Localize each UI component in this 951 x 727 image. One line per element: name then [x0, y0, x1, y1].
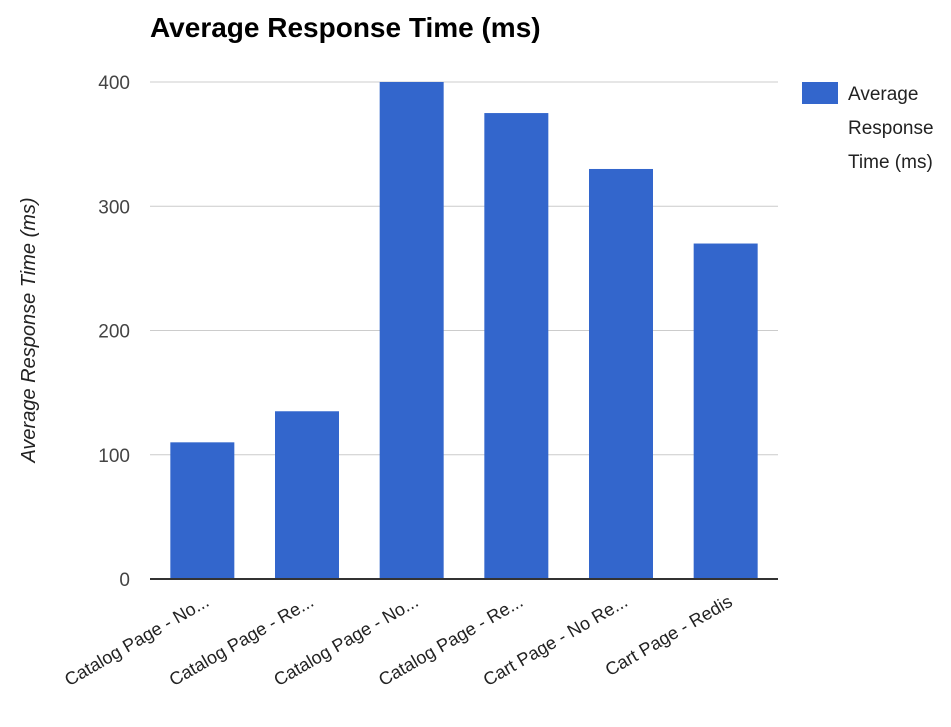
bar	[379, 82, 444, 579]
chart-title: Average Response Time (ms)	[150, 12, 541, 43]
bar	[170, 442, 235, 579]
y-axis-label: Average Response Time (ms)	[18, 197, 40, 463]
bar	[693, 243, 758, 579]
bar	[484, 113, 549, 579]
y-tick-label: 400	[98, 73, 130, 94]
y-tick-label: 100	[98, 446, 130, 467]
legend-label-line: Average	[848, 84, 918, 105]
y-axis-ticks: 0 100 200 300 400	[98, 73, 130, 591]
y-tick-label: 200	[98, 322, 130, 343]
bar	[589, 168, 653, 579]
x-axis-categories: Catalog Page - No...Catalog Page - Re...…	[61, 591, 736, 690]
legend-swatch	[802, 82, 838, 104]
y-tick-label: 300	[98, 197, 130, 218]
legend: Average Response Time (ms)	[802, 82, 934, 173]
legend-label-line: Time (ms)	[848, 152, 933, 173]
bar	[275, 411, 339, 579]
y-tick-label: 0	[119, 570, 130, 591]
bars	[170, 82, 758, 579]
legend-label-line: Response	[848, 118, 934, 139]
gridlines	[150, 81, 778, 456]
